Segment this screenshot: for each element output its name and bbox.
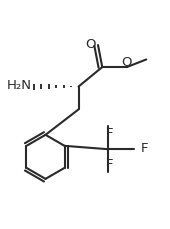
Text: F: F (105, 127, 113, 140)
Text: O: O (122, 56, 132, 69)
Text: F: F (105, 158, 113, 171)
Text: H₂N: H₂N (7, 79, 32, 92)
Text: O: O (85, 38, 96, 51)
Text: F: F (140, 142, 148, 155)
